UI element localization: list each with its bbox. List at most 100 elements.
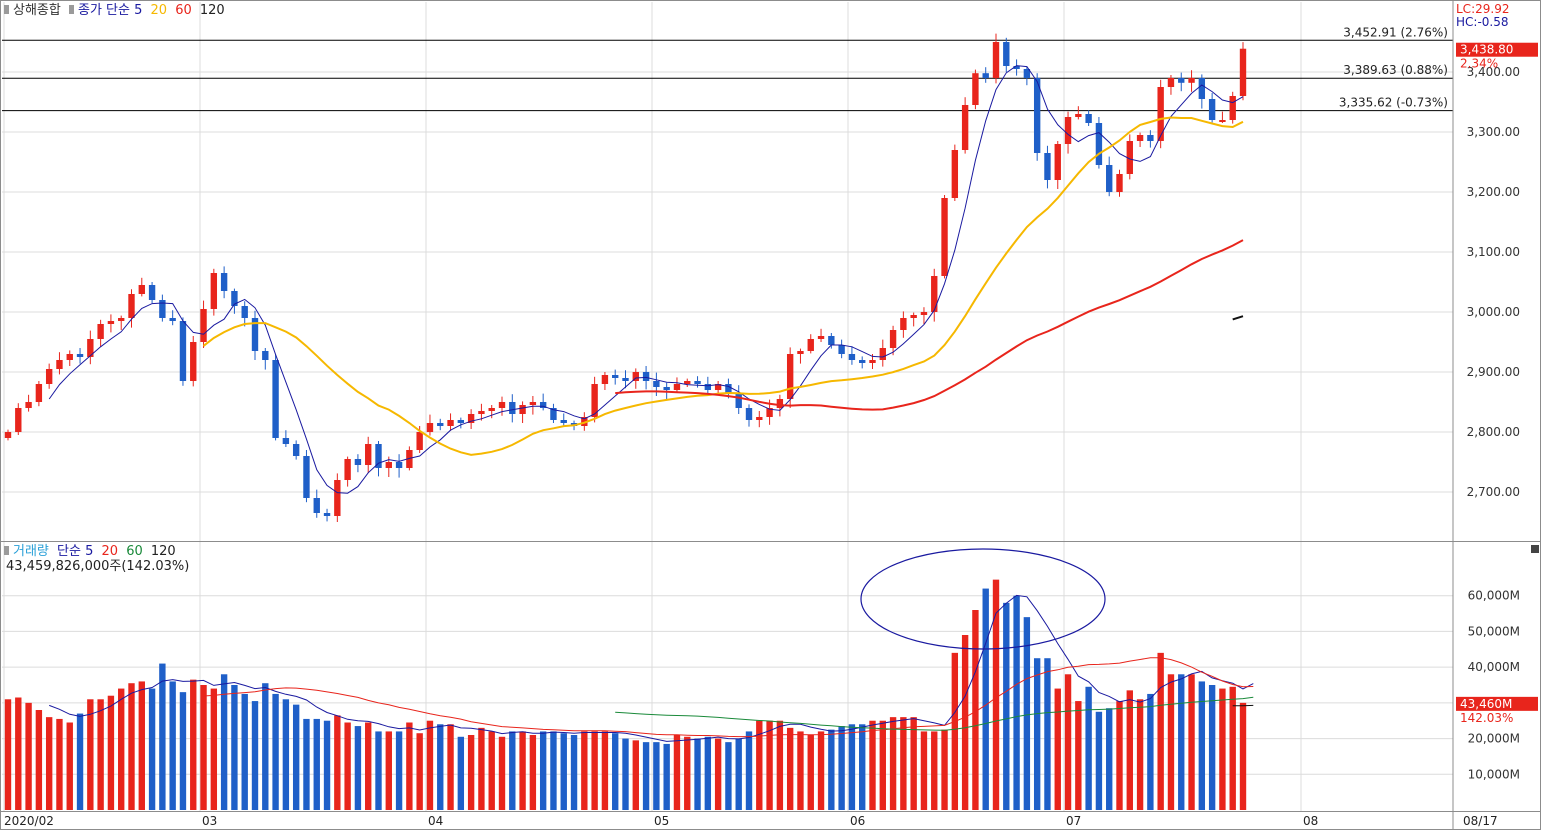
candle-body bbox=[539, 402, 547, 408]
month-label: 06 bbox=[850, 814, 865, 828]
candle-body bbox=[272, 360, 279, 438]
candle-body bbox=[869, 360, 876, 363]
volume-bar bbox=[241, 693, 248, 810]
volume-bar bbox=[169, 681, 176, 810]
candle-body bbox=[1229, 96, 1236, 120]
candle-body bbox=[704, 384, 712, 390]
volume-bar bbox=[107, 695, 115, 810]
candle-body bbox=[365, 444, 372, 465]
price-ma20-line bbox=[202, 116, 1244, 456]
volume-bar bbox=[292, 704, 300, 810]
volume-bar bbox=[900, 717, 907, 810]
candle-body bbox=[416, 432, 423, 450]
volume-bar bbox=[756, 720, 763, 810]
candle-body bbox=[210, 273, 218, 309]
price-axis-label: 3,100.00 bbox=[1467, 245, 1520, 259]
volume-bar bbox=[920, 731, 928, 810]
candle-body bbox=[838, 345, 845, 354]
candle-body bbox=[56, 360, 63, 369]
candle-body bbox=[406, 450, 413, 468]
volume-bar bbox=[910, 717, 917, 810]
candle-body bbox=[612, 375, 619, 378]
candle-body bbox=[1023, 69, 1031, 78]
price-ma120-line bbox=[1232, 315, 1244, 321]
volume-bar bbox=[4, 699, 12, 810]
volume-axis-label: 40,000M bbox=[1468, 660, 1520, 674]
volume-bar bbox=[642, 742, 650, 810]
volume-bar bbox=[961, 635, 969, 810]
volume-bar bbox=[992, 579, 1000, 810]
candle-body bbox=[910, 315, 917, 318]
month-label: 05 bbox=[654, 814, 669, 828]
volume-bar bbox=[1106, 708, 1113, 810]
volume-bar bbox=[1178, 674, 1185, 810]
volume-bar bbox=[1147, 693, 1154, 810]
volume-bar bbox=[725, 742, 732, 810]
volume-bar bbox=[262, 683, 269, 810]
legend-volume-name: 거래량 bbox=[13, 544, 49, 559]
volume-bar bbox=[128, 683, 135, 810]
price-axis-label: 3,200.00 bbox=[1467, 185, 1520, 199]
legend-ma60: 60 bbox=[175, 3, 192, 18]
volume-bar bbox=[550, 731, 557, 810]
candle-body bbox=[437, 423, 444, 426]
candle-body bbox=[828, 336, 835, 345]
volume-axis-label: 20,000M bbox=[1468, 732, 1520, 746]
candle-body bbox=[457, 420, 465, 423]
volume-bar bbox=[601, 731, 609, 810]
volume-axis-label: 10,000M bbox=[1468, 767, 1520, 781]
volume-bar bbox=[612, 733, 619, 810]
volume-bar bbox=[25, 702, 32, 810]
candle-body bbox=[601, 375, 609, 384]
legend-ma-label: 종가 단순 5 bbox=[77, 3, 143, 18]
volume-bar bbox=[786, 727, 794, 810]
volume-ma-lines bbox=[49, 548, 1254, 742]
candle-body bbox=[498, 402, 506, 408]
candle-body bbox=[118, 318, 125, 321]
candle-body bbox=[519, 405, 526, 414]
volume-axis-label: 50,000M bbox=[1468, 624, 1520, 638]
candle-body bbox=[159, 300, 166, 318]
panel-control-icon bbox=[1531, 545, 1539, 553]
candle-body bbox=[786, 354, 794, 399]
volume-bar bbox=[437, 724, 444, 810]
volume-bar bbox=[941, 729, 948, 810]
volume-bar bbox=[97, 699, 104, 810]
volume-bar bbox=[138, 681, 145, 810]
date-label: 08/17 bbox=[1463, 814, 1498, 828]
candle-body bbox=[426, 423, 434, 432]
candle-body bbox=[1064, 117, 1072, 144]
candle-body bbox=[992, 42, 1000, 78]
candle-body bbox=[951, 150, 959, 198]
volume-bar bbox=[889, 717, 897, 810]
candle-body bbox=[1239, 48, 1247, 96]
legend-ma120: 120 bbox=[199, 3, 225, 18]
volume-axis-label: 60,000M bbox=[1468, 589, 1520, 603]
candle-body bbox=[488, 408, 495, 411]
volume-ma60-line bbox=[615, 696, 1254, 731]
volume-bar bbox=[931, 731, 938, 810]
candle-body bbox=[1178, 78, 1185, 83]
candle-body bbox=[972, 73, 979, 105]
volume-bar bbox=[210, 688, 218, 810]
candle-body bbox=[148, 285, 156, 300]
candle-body bbox=[231, 291, 238, 306]
candle-body bbox=[632, 372, 639, 381]
candle-body bbox=[292, 444, 300, 456]
volume-bar bbox=[488, 731, 495, 810]
candle-body bbox=[1075, 114, 1082, 117]
candle-body bbox=[859, 360, 866, 363]
price-axis-label: 3,300.00 bbox=[1467, 125, 1520, 139]
highlight-ellipse bbox=[860, 548, 1106, 650]
last-change-text: 2.34% bbox=[1460, 57, 1498, 71]
volume-bar bbox=[673, 735, 681, 810]
volume-bar bbox=[581, 731, 588, 810]
volume-bar bbox=[859, 724, 866, 810]
volume-bar bbox=[735, 738, 742, 810]
candle-body bbox=[467, 414, 475, 423]
volume-bar bbox=[1126, 690, 1133, 810]
volume-bar bbox=[539, 731, 547, 810]
volume-bar bbox=[879, 720, 886, 810]
volume-bar bbox=[776, 720, 784, 810]
candle-body bbox=[1085, 114, 1092, 123]
